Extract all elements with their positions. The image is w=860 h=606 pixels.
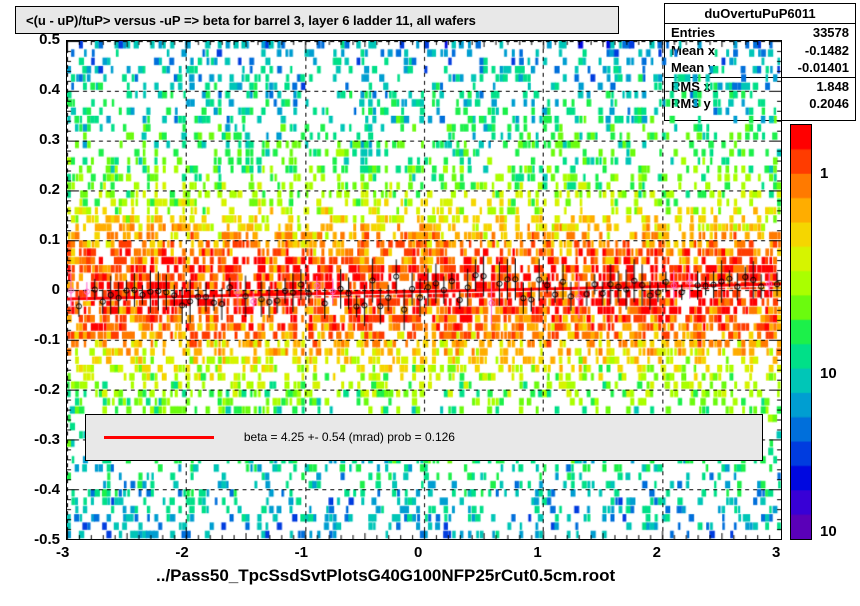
y-tick-label: -0.2 xyxy=(10,381,60,398)
chart-title: <(u - uP)/tuP> versus -uP => beta for ba… xyxy=(26,13,476,28)
chart-title-box: <(u - uP)/tuP> versus -uP => beta for ba… xyxy=(15,6,619,34)
xaxis-title: ../Pass50_TpcSsdSvtPlotsG40G100NFP25rCut… xyxy=(156,566,615,586)
fit-legend: beta = 4.25 +- 0.54 (mrad) prob = 0.126 xyxy=(85,414,763,461)
y-tick-label: 0.5 xyxy=(10,31,60,48)
x-tick-label: 3 xyxy=(772,544,780,561)
x-tick-label: -2 xyxy=(175,544,188,561)
y-tick-label: 0.4 xyxy=(10,81,60,98)
colorbar-tick-label: 10 xyxy=(820,365,837,382)
y-tick-label: -0.3 xyxy=(10,431,60,448)
y-tick-label: -0.4 xyxy=(10,481,60,498)
y-tick-label: -0.1 xyxy=(10,331,60,348)
y-tick-label: 0.3 xyxy=(10,131,60,148)
stats-name: duOvertuPuP6011 xyxy=(665,4,855,24)
y-tick-label: 0 xyxy=(10,281,60,298)
plot-area: beta = 4.25 +- 0.54 (mrad) prob = 0.126 xyxy=(66,40,782,540)
fit-legend-line xyxy=(104,436,214,439)
colorbar xyxy=(790,124,812,540)
y-tick-label: -0.5 xyxy=(10,531,60,548)
heatmap-canvas xyxy=(67,41,781,539)
stat-row: Entries33578 xyxy=(665,24,855,42)
colorbar-tick-label: 10 xyxy=(820,523,837,540)
y-tick-label: 0.1 xyxy=(10,231,60,248)
x-tick-label: 2 xyxy=(653,544,661,561)
x-tick-label: 1 xyxy=(533,544,541,561)
colorbar-tick-label: 1 xyxy=(820,165,828,182)
x-tick-label: -1 xyxy=(295,544,308,561)
y-tick-label: 0.2 xyxy=(10,181,60,198)
fit-legend-text: beta = 4.25 +- 0.54 (mrad) prob = 0.126 xyxy=(244,430,455,444)
x-tick-label: 0 xyxy=(414,544,422,561)
